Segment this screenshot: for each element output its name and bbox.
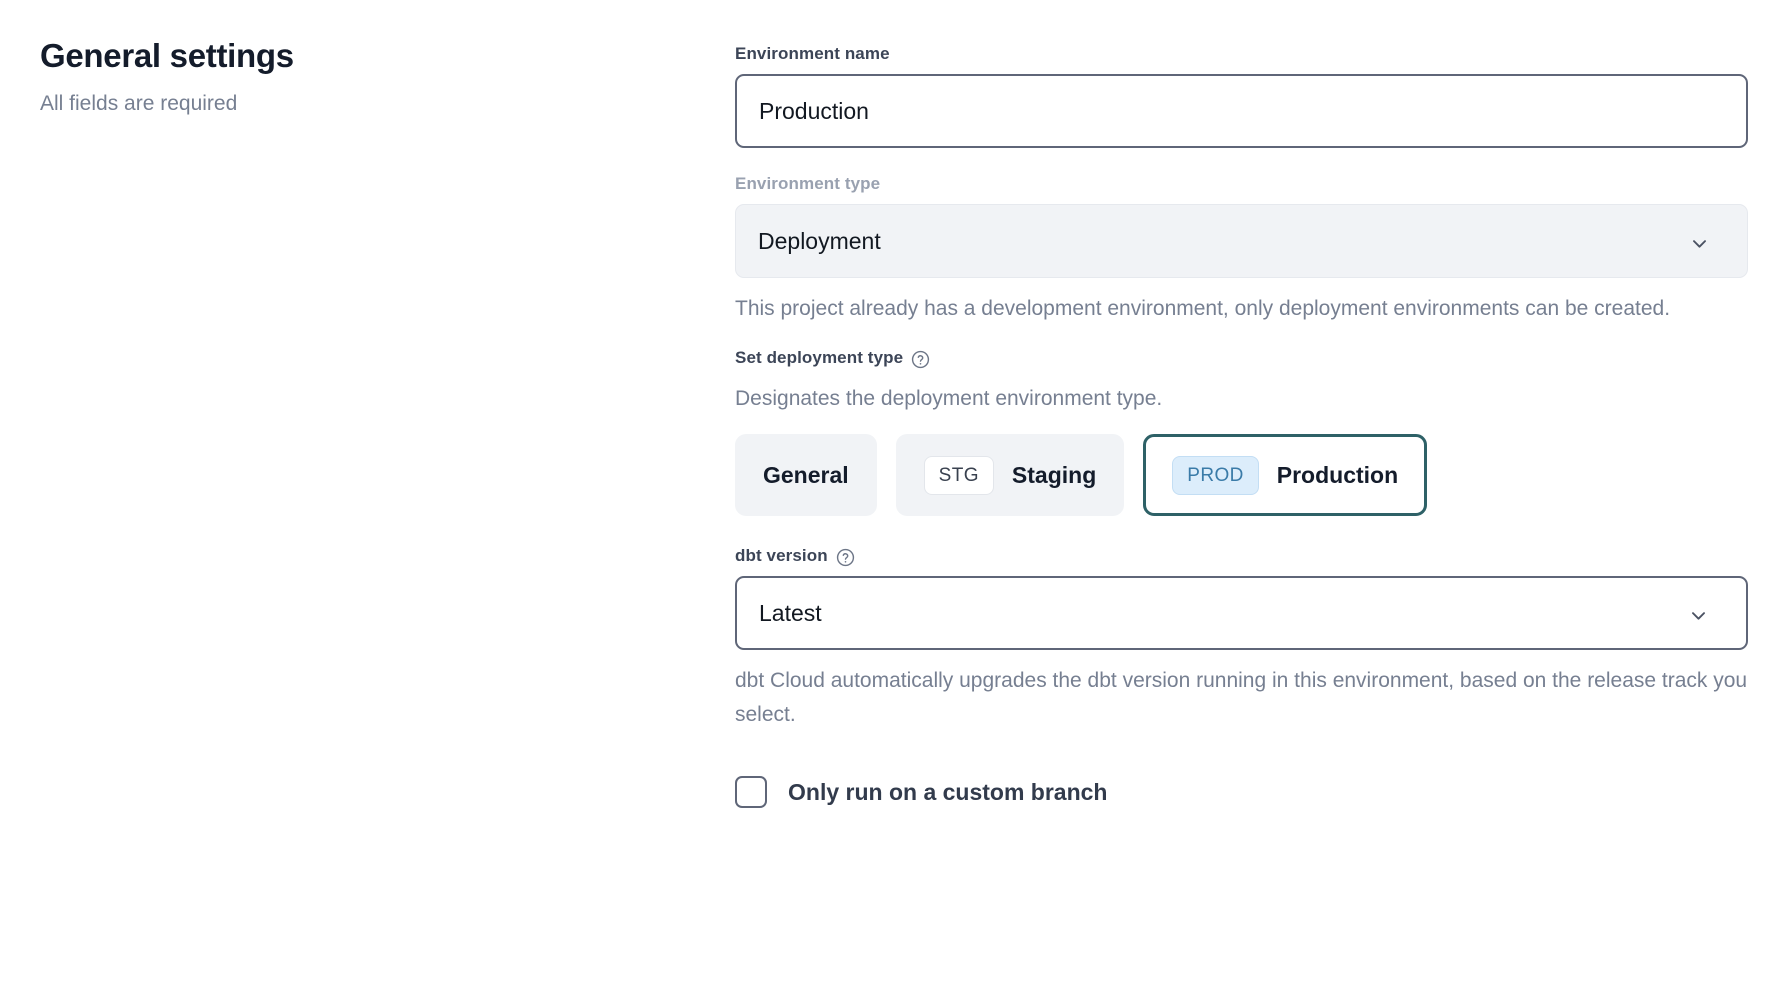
help-circle-icon[interactable]: [911, 350, 930, 369]
deployment-type-helper-text: Designates the deployment environment ty…: [735, 387, 1163, 411]
environment-type-value: Deployment: [758, 227, 881, 254]
page-title: General settings: [40, 37, 294, 74]
dbt-version-label-row: dbt version: [735, 546, 1748, 566]
deployment-type-option-production[interactable]: PROD Production: [1143, 434, 1428, 517]
deployment-type-options: General STG Staging PROD Production: [735, 434, 1748, 517]
dbt-version-value: Latest: [759, 599, 822, 626]
environment-name-value: Production: [759, 97, 869, 124]
deployment-type-option-general[interactable]: General: [735, 434, 877, 517]
section-header: General settings All fields are required: [40, 36, 660, 117]
environment-type-field-group: Environment type Deployment This project…: [735, 174, 1748, 326]
dbt-version-field-group: dbt version Latest dbt Cloud auto: [735, 546, 1748, 732]
environment-name-field-group: Environment name Production: [735, 44, 1748, 148]
environment-type-label: Environment type: [735, 174, 881, 193]
environment-type-select[interactable]: Deployment: [735, 204, 1748, 278]
dbt-version-helper-text: dbt Cloud automatically upgrades the dbt…: [735, 669, 1748, 727]
custom-branch-row[interactable]: Only run on a custom branch: [735, 776, 1748, 809]
deployment-type-label: Set deployment type: [735, 348, 904, 368]
environment-type-helper-text: This project already has a development e…: [735, 297, 1671, 320]
chevron-down-icon: [1689, 604, 1708, 623]
chevron-down-icon: [1690, 232, 1709, 251]
help-circle-icon[interactable]: [836, 548, 855, 567]
production-badge: PROD: [1172, 455, 1259, 495]
deployment-type-option-staging-label: Staging: [1011, 461, 1097, 488]
staging-badge: STG: [923, 455, 994, 495]
deployment-type-option-production-label: Production: [1276, 461, 1399, 488]
deployment-type-label-row: Set deployment type: [735, 348, 1748, 368]
custom-branch-label: Only run on a custom branch: [788, 778, 1108, 805]
deployment-type-field-group: Set deployment type Designates the deplo…: [735, 348, 1748, 517]
page-subtitle: All fields are required: [40, 91, 238, 115]
dbt-version-select[interactable]: Latest: [735, 576, 1748, 651]
deployment-type-option-general-label: General: [763, 461, 849, 488]
environment-name-input[interactable]: Production: [735, 74, 1748, 148]
settings-form: Environment name Production Environment …: [735, 44, 1748, 809]
dbt-version-label: dbt version: [735, 546, 828, 566]
environment-name-label: Environment name: [735, 44, 890, 63]
custom-branch-checkbox[interactable]: [735, 776, 767, 809]
deployment-type-option-staging[interactable]: STG Staging: [895, 434, 1125, 517]
